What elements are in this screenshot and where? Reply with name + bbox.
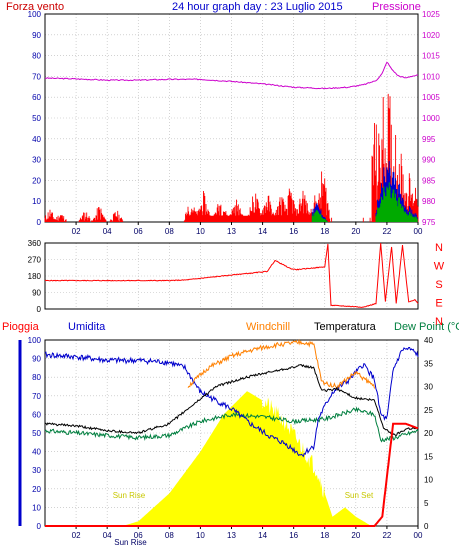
x-tick-label: 20 (351, 227, 360, 236)
graph-date-title: 24 hour graph day : 23 Luglio 2015 (172, 1, 343, 13)
rain-line (45, 422, 419, 527)
temperature-y-tick: 30 (424, 383, 433, 392)
windchill-line (187, 338, 375, 390)
x-tick-label: 18 (320, 531, 329, 540)
pressure-y-tick: 1015 (422, 52, 440, 61)
x-tick-label: 04 (103, 531, 112, 540)
pressure-y-tick: 985 (422, 176, 436, 185)
direction-y-tick: 0 (37, 305, 42, 314)
temperature-y-tick: 15 (424, 452, 433, 461)
pressure-y-tick: 980 (422, 197, 436, 206)
pressure-y-tick: 1005 (422, 93, 440, 102)
x-tick-label: 22 (382, 531, 391, 540)
pressure-y-tick: 995 (422, 135, 436, 144)
temperature-line (44, 364, 419, 436)
sun-rise-axis-label: Sun Rise (114, 538, 147, 547)
x-tick-label: 08 (165, 531, 174, 540)
direction-panel-frame (44, 242, 419, 310)
direction-y-tick: 360 (28, 239, 42, 248)
x-tick-label: 13 (227, 227, 236, 236)
wind-y-tick: 60 (32, 93, 41, 102)
wind-y-tick: 50 (32, 114, 41, 123)
humidity-y-tick: 60 (32, 410, 41, 419)
humidity-y-tick: 70 (32, 392, 41, 401)
direction-y-tick: 180 (28, 272, 42, 281)
compass-label: W (434, 261, 445, 273)
wind-y-tick: 20 (32, 176, 41, 185)
humidity-y-tick: 0 (37, 522, 42, 531)
temperature-y-tick: 10 (424, 476, 433, 485)
wind-y-tick: 70 (32, 72, 41, 81)
compass-label: S (435, 279, 442, 291)
x-tick-label: 10 (196, 531, 205, 540)
sun-rise-label: Sun Rise (113, 491, 146, 500)
humidity-y-tick: 100 (28, 336, 42, 345)
wind-gust-line (44, 93, 419, 222)
temperature-y-tick: 25 (424, 406, 433, 415)
x-tick-label: 02 (72, 531, 81, 540)
wind-y-tick: 80 (32, 52, 41, 61)
x-tick-label: 16 (289, 531, 298, 540)
wind-y-tick: 40 (32, 135, 41, 144)
compass-label: N (435, 316, 443, 328)
wind-y-tick: 0 (37, 218, 42, 227)
x-tick-label: 20 (351, 531, 360, 540)
temperature-y-tick: 0 (424, 522, 429, 531)
x-tick-label: 02 (72, 227, 81, 236)
pressure-y-tick: 975 (422, 218, 436, 227)
pressure-title: Pressione (372, 1, 421, 13)
x-tick-label: 13 (227, 531, 236, 540)
dew-point-title: Dew Point (°C (394, 321, 459, 333)
wind-low-line (311, 182, 418, 222)
x-tick-label: 16 (289, 227, 298, 236)
x-tick-label: 00 (414, 227, 423, 236)
temperature-y-tick: 20 (424, 429, 433, 438)
wind-y-tick: 90 (32, 31, 41, 40)
humidity-y-tick: 30 (32, 466, 41, 475)
humidity-y-tick: 40 (32, 448, 41, 457)
temperature-y-tick: 5 (424, 499, 429, 508)
x-tick-label: 04 (103, 227, 112, 236)
x-tick-label: 08 (165, 227, 174, 236)
wind-y-tick: 100 (28, 10, 42, 19)
temperature-y-tick: 35 (424, 359, 433, 368)
pressure-y-tick: 1025 (422, 10, 440, 19)
temperature-y-tick: 40 (424, 336, 433, 345)
pressure-y-tick: 990 (422, 156, 436, 165)
temperature-title: Temperatura (314, 321, 377, 333)
pressure-y-tick: 1020 (422, 31, 440, 40)
solar-area (122, 391, 372, 526)
wind-y-tick: 30 (32, 156, 41, 165)
wind-y-tick: 10 (32, 197, 41, 206)
rain-title: Pioggia (2, 321, 40, 333)
windchill-title: Windchill (246, 321, 290, 333)
pressure-line (44, 61, 418, 90)
humidity-y-tick: 80 (32, 373, 41, 382)
humidity-title: Umidita (68, 321, 106, 333)
wind-title: Forza vento (6, 1, 64, 13)
humidity-y-tick: 90 (32, 355, 41, 364)
x-tick-label: 06 (134, 227, 143, 236)
humidity-y-tick: 50 (32, 429, 41, 438)
x-tick-label: 18 (320, 227, 329, 236)
sun-set-label: Sun Set (345, 491, 374, 500)
x-tick-label: 14 (258, 531, 267, 540)
x-tick-label: 22 (382, 227, 391, 236)
x-tick-label: 00 (414, 531, 423, 540)
x-tick-label: 14 (258, 227, 267, 236)
direction-y-tick: 270 (28, 256, 42, 265)
direction-y-tick: 90 (32, 289, 41, 298)
pressure-y-tick: 1010 (422, 72, 440, 81)
compass-label: N (435, 242, 443, 254)
direction-line (44, 242, 419, 308)
compass-label: E (435, 298, 442, 310)
dew-point-line (44, 406, 419, 443)
x-tick-label: 06 (134, 531, 143, 540)
humidity-y-tick: 20 (32, 485, 41, 494)
humidity-y-tick: 10 (32, 503, 41, 512)
pressure-y-tick: 1000 (422, 114, 440, 123)
x-tick-label: 10 (196, 227, 205, 236)
